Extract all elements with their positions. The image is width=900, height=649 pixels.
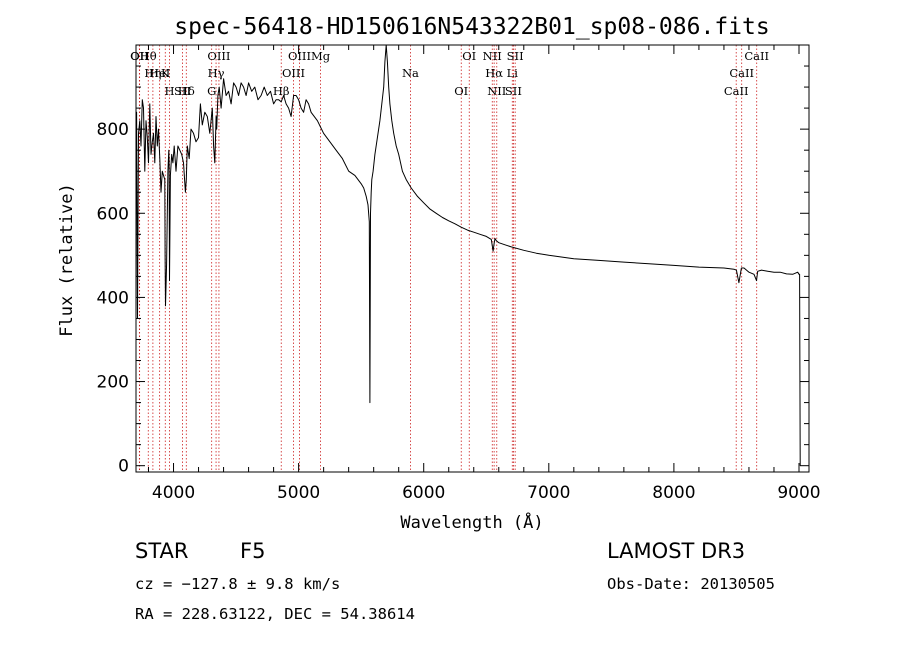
x-axis-label: Wavelength (Å) [400,511,543,533]
spectral-line-label: NII [483,49,502,63]
object-subclass: F5 [240,539,265,563]
spectral-line-label: CaII [744,49,769,63]
spectral-line-label: HeI [149,66,170,80]
spectral-line-markers [138,45,758,472]
spectral-line-labels: HθKHδOIIHeISIIOIIIHγGOIIHηHOIIIOIIIHβMgN… [130,49,769,98]
spectral-line-label: SII [174,84,191,98]
spectral-line-label: Hη [144,66,161,80]
spectral-line-label: SII [505,84,522,98]
spectral-line-label: K [161,66,170,80]
spectral-line-label: Hα [485,66,503,80]
spectral-line-label: OIII [207,49,230,63]
chart-title: spec-56418-HD150616N543322B01_sp08-086.f… [174,14,769,40]
redshift-cz: cz = −127.8 ± 9.8 km/s [135,575,340,593]
x-tick-label: 5000 [277,483,320,503]
spectral-line-label: OII [130,49,149,63]
spectral-line-label: G [207,84,216,98]
spectral-line-label: NII [487,84,506,98]
axis-ticks: 4000 5000 6000 7000 8000 9000 0 200 400 600 800 [97,45,821,503]
spectral-line-label: OIII [288,49,311,63]
x-tick-label: 4000 [152,483,195,503]
spectral-line-label: Hγ [208,66,225,80]
spectral-line-label: Hθ [140,49,157,63]
survey-name: LAMOST DR3 [607,539,745,563]
spectral-line-label: OII [130,49,149,63]
spectral-line-label: SII [507,49,524,63]
spectral-line-label: OI [454,84,468,98]
spectral-line-label: OIII [282,66,305,80]
spectral-line-label: Mg [311,49,331,63]
spectral-line-label: Hδ [178,84,195,98]
plot-frame [135,44,810,473]
spectral-line-label: H [165,84,175,98]
x-tick-label: 6000 [402,483,445,503]
spectral-line-label: Li [507,66,519,80]
object-class: STAR [135,539,188,563]
spectral-line-label: CaII [724,84,749,98]
spectral-line-label: CaII [729,66,754,80]
flux-series-line [135,44,801,466]
y-tick-label: 400 [97,288,129,308]
y-tick-label: 0 [118,457,129,477]
y-tick-label: 200 [97,373,129,393]
spectral-line-label: OI [462,49,476,63]
y-axis-label: Flux (relative) [57,183,77,337]
x-tick-label: 7000 [527,483,570,503]
spectral-line-label: Na [402,66,419,80]
x-tick-label: 9000 [777,483,820,503]
x-tick-label: 8000 [652,483,695,503]
y-tick-label: 800 [97,120,129,140]
spectral-line-label: Hβ [273,84,290,98]
observation-date: Obs-Date: 20130505 [607,575,775,593]
y-tick-label: 600 [97,204,129,224]
coordinates: RA = 228.63122, DEC = 54.38614 [135,605,415,623]
